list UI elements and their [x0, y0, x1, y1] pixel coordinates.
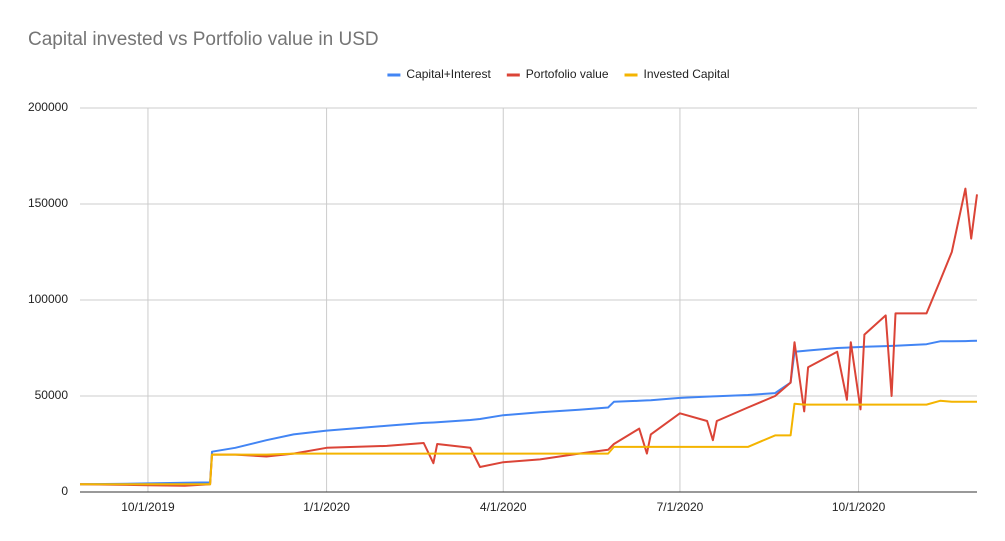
x-tick-label: 10/1/2020	[832, 500, 886, 514]
y-tick-label: 150000	[28, 196, 68, 210]
legend-swatch	[506, 73, 520, 77]
legend-swatch	[624, 73, 638, 77]
legend-label: Invested Capital	[644, 67, 730, 81]
legend-item[interactable]: Portofolio value	[506, 67, 609, 81]
legend-item[interactable]: Capital+Interest	[387, 67, 491, 81]
x-tick-label: 1/1/2020	[303, 500, 350, 514]
series-line	[80, 399, 977, 486]
x-tick-label: 4/1/2020	[480, 500, 527, 514]
x-tick-label: 10/1/2019	[121, 500, 175, 514]
chart-title: Capital invested vs Portfolio value in U…	[28, 29, 379, 50]
legend-swatch	[387, 73, 401, 77]
legend-item[interactable]: Invested Capital	[624, 67, 730, 81]
y-tick-label: 0	[61, 484, 68, 498]
y-tick-label: 200000	[28, 100, 68, 114]
x-tick-label: 7/1/2020	[657, 500, 704, 514]
series-line	[79, 339, 978, 486]
legend-label: Capital+Interest	[406, 67, 491, 81]
y-tick-label: 50000	[35, 388, 69, 402]
legend-label: Portofolio value	[526, 67, 609, 81]
y-tick-label: 100000	[28, 292, 68, 306]
